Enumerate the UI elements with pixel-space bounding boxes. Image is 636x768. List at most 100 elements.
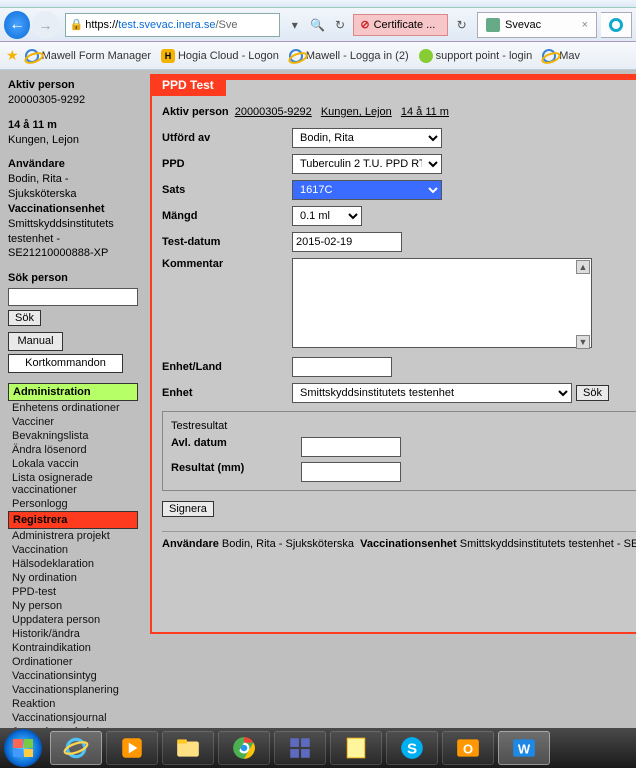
anvandare-label: Användare <box>8 157 138 172</box>
sok-button[interactable]: Sök <box>8 310 41 326</box>
taskbar-app1[interactable] <box>274 731 326 765</box>
aktiv-name: Kungen, Lejon <box>8 133 138 148</box>
kommentar-label: Kommentar <box>162 258 292 270</box>
info-age[interactable]: 14 å 11 m <box>401 106 449 118</box>
mangd-label: Mängd <box>162 210 292 222</box>
menu-item[interactable]: Administrera projekt <box>8 529 138 543</box>
menu-item[interactable]: Lista osignerade vaccinationer <box>8 471 138 497</box>
enhetland-label: Enhet/Land <box>162 361 292 373</box>
menu-item[interactable]: Vaccinationsintyg <box>8 669 138 683</box>
favicon <box>486 18 500 32</box>
ie-icon <box>25 49 39 63</box>
aktiv-age: 14 å 11 m <box>8 118 138 133</box>
panel-footer: Användare Bodin, Rita - Sjuksköterska Va… <box>162 531 636 550</box>
favorites-star-icon[interactable]: ★ <box>6 47 19 64</box>
sidebar: Aktiv person 20000305-9292 14 å 11 m Kun… <box>0 70 146 728</box>
taskbar-notes[interactable] <box>330 731 382 765</box>
tab-title: Svevac <box>505 19 541 31</box>
menu-item[interactable]: Lokala vaccin <box>8 457 138 471</box>
browser-tab-2[interactable] <box>601 12 632 38</box>
menu-item[interactable]: Bevakningslista <box>8 429 138 443</box>
avldatum-input[interactable] <box>301 437 401 457</box>
certificate-warning[interactable]: ⊘ Certificate ... <box>353 14 448 36</box>
fav-link[interactable]: Mawell - Logga in (2) <box>289 49 409 63</box>
cert-error-icon: ⊘ <box>360 18 369 31</box>
back-button[interactable]: ← <box>4 11 30 39</box>
taskbar-ie[interactable] <box>50 731 102 765</box>
menu-item[interactable]: Hälsodeklaration <box>8 557 138 571</box>
tab2-icon <box>609 18 623 32</box>
search-icon[interactable]: 🔍 <box>307 14 328 36</box>
menu-item[interactable]: Reaktion <box>8 697 138 711</box>
browser-navbar: ← → 🔒 https://test.svevac.inera.se/Sve ▾… <box>0 8 636 42</box>
menu-item[interactable]: PPD-test <box>8 585 138 599</box>
aktiv-person-id: 20000305-9292 <box>8 93 138 108</box>
utford-select[interactable]: Bodin, Rita <box>292 128 442 148</box>
sok-person-input[interactable] <box>8 288 138 306</box>
utford-label: Utförd av <box>162 132 292 144</box>
taskbar-media[interactable] <box>106 731 158 765</box>
fav-link[interactable]: Mawell Form Manager <box>25 49 151 63</box>
fav-link[interactable]: Mav <box>542 49 580 63</box>
browser-tab[interactable]: Svevac × <box>477 12 597 38</box>
scroll-up-icon[interactable]: ▲ <box>576 260 590 274</box>
menu-item[interactable]: Historik/ändra <box>8 627 138 641</box>
vaccenhet-label: Vaccinationsenhet <box>8 202 138 217</box>
taskbar-word[interactable]: W <box>498 731 550 765</box>
menu-item[interactable]: Personlogg <box>8 497 138 511</box>
sidebar-menu: Administration Enhetens ordinationerVacc… <box>8 383 138 739</box>
menu-item[interactable]: Vaccinationsjournal <box>8 711 138 725</box>
ppd-select[interactable]: Tuberculin 2 T.U. PPD RT <box>292 154 442 174</box>
signera-button[interactable]: Signera <box>162 501 214 517</box>
manual-button[interactable]: Manual <box>8 332 63 351</box>
menu-item[interactable]: Ändra lösenord <box>8 443 138 457</box>
panel-title: PPD Test <box>150 74 226 96</box>
enhet-select[interactable]: Smittskyddsinstitutets testenhet <box>292 383 572 403</box>
testdatum-input[interactable] <box>292 232 402 252</box>
tab-close-icon[interactable]: × <box>582 19 588 31</box>
address-bar[interactable]: 🔒 https://test.svevac.inera.se/Sve <box>65 13 280 37</box>
start-button[interactable] <box>4 729 42 767</box>
menu-item[interactable]: Vaccinationsplanering <box>8 683 138 697</box>
scroll-down-icon[interactable]: ▼ <box>576 335 590 349</box>
sats-label: Sats <box>162 184 292 196</box>
menu-item[interactable]: Ordinationer <box>8 655 138 669</box>
fav-link[interactable]: HHogia Cloud - Logon <box>161 49 279 63</box>
menu-header-registrera: Registrera <box>8 511 138 529</box>
taskbar-outlook[interactable]: O <box>442 731 494 765</box>
aktiv-person-label: Aktiv person <box>8 78 138 93</box>
refresh-icon[interactable]: ↻ <box>330 14 351 36</box>
taskbar-skype[interactable]: S <box>386 731 438 765</box>
taskbar-explorer[interactable] <box>162 731 214 765</box>
menu-item[interactable]: Uppdatera person <box>8 613 138 627</box>
info-name[interactable]: Kungen, Lejon <box>321 106 392 118</box>
favorites-bar: ★ Mawell Form Manager HHogia Cloud - Log… <box>0 42 636 70</box>
dropdown-icon[interactable]: ▾ <box>285 14 306 36</box>
resultat-input[interactable] <box>301 462 401 482</box>
menu-item[interactable]: Vaccination <box>8 543 138 557</box>
url-path: /Sve <box>215 19 237 31</box>
menu-item[interactable]: Vacciner <box>8 415 138 429</box>
taskbar-chrome[interactable] <box>218 731 270 765</box>
info-id[interactable]: 20000305-9292 <box>235 106 312 118</box>
lock-icon: 🔒 <box>70 18 84 31</box>
forward-button[interactable]: → <box>32 11 58 39</box>
kommentar-textarea[interactable] <box>292 258 592 348</box>
cert-label: Certificate ... <box>374 19 436 31</box>
enhet-sok-button[interactable]: Sök <box>576 385 609 401</box>
anvandare-value: Bodin, Rita - Sjuksköterska <box>8 172 138 202</box>
testresultat-box: Testresultat Avl. datum Resultat (mm) <box>162 411 636 491</box>
menu-item[interactable]: Ny person <box>8 599 138 613</box>
kortkommandon-button[interactable]: Kortkommandon <box>8 354 123 373</box>
sats-select[interactable]: 1617C <box>292 180 442 200</box>
menu-item[interactable]: Kontraindikation <box>8 641 138 655</box>
svg-text:W: W <box>518 741 531 756</box>
menu-item[interactable]: Ny ordination <box>8 571 138 585</box>
enhetland-input[interactable] <box>292 357 392 377</box>
menu-header-admin: Administration <box>8 383 138 401</box>
menu-item[interactable]: Enhetens ordinationer <box>8 401 138 415</box>
fav-link[interactable]: support point - login <box>419 49 533 63</box>
refresh-icon-2[interactable]: ↻ <box>451 14 472 36</box>
testresultat-label: Testresultat <box>171 420 301 432</box>
mangd-select[interactable]: 0.1 ml <box>292 206 362 226</box>
